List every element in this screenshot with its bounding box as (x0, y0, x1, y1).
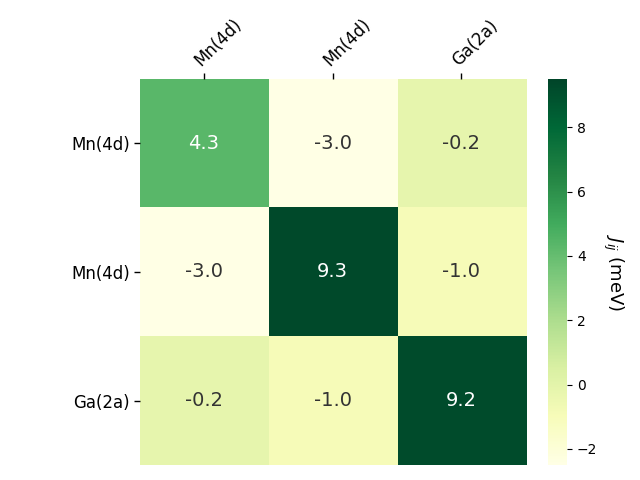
Text: -3.0: -3.0 (185, 263, 223, 281)
Text: -1.0: -1.0 (314, 391, 352, 410)
Text: -3.0: -3.0 (314, 134, 352, 153)
Text: 4.3: 4.3 (189, 134, 220, 153)
Text: 9.2: 9.2 (446, 391, 477, 410)
Text: 9.3: 9.3 (317, 263, 348, 281)
Y-axis label: $J_{ij}$ (meV): $J_{ij}$ (meV) (601, 234, 625, 311)
Text: -0.2: -0.2 (442, 134, 481, 153)
Text: -1.0: -1.0 (442, 263, 481, 281)
Text: -0.2: -0.2 (185, 391, 223, 410)
